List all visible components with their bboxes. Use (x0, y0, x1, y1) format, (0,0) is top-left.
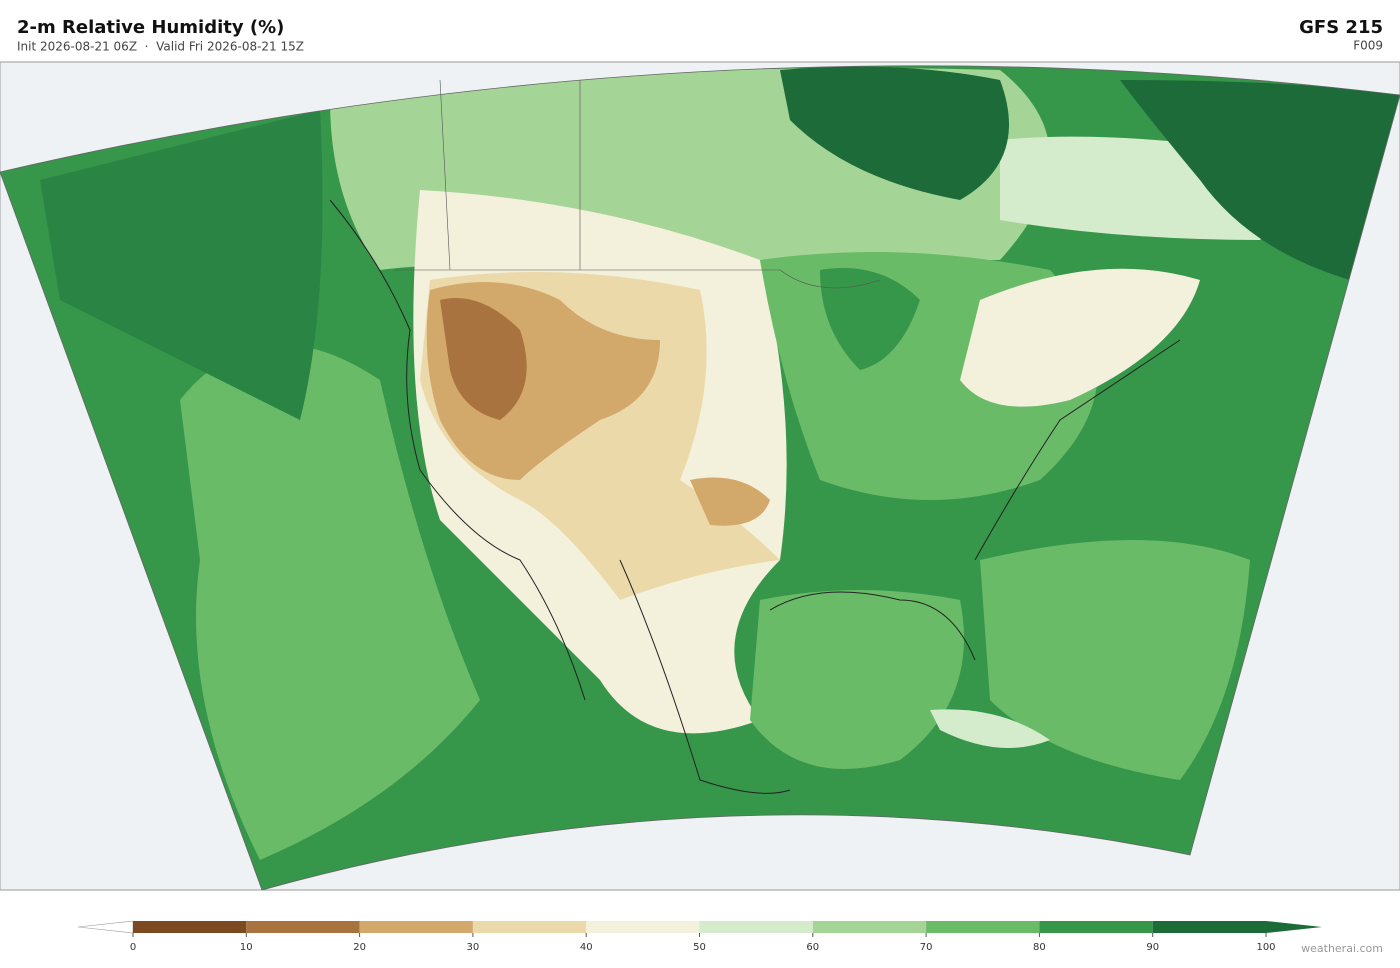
colorbar-under (77, 920, 134, 934)
subtitle: Init 2026-08-21 06Z · Valid Fri 2026-08-… (17, 40, 304, 54)
colorbar-tick-label: 10 (240, 942, 253, 953)
colorbar-segment (812, 921, 927, 933)
colorbar-tick-label: 100 (1256, 942, 1275, 953)
colorbar-tick-label: 60 (806, 942, 819, 953)
colorbar-tick-label: 70 (920, 942, 933, 953)
colorbar-tick-label: 90 (1146, 942, 1159, 953)
colorbar-tick-label: 0 (130, 942, 136, 953)
credit: weatherai.com (1301, 942, 1383, 955)
colorbar-segment (472, 921, 587, 933)
colorbar-segment (586, 921, 700, 933)
colorbar-tick-label: 80 (1033, 942, 1046, 953)
colorbar-tick-label: 40 (580, 942, 593, 953)
colorbar-over (1266, 921, 1322, 933)
coastlines (329, 199, 1181, 794)
colorbar-segment (699, 921, 813, 933)
forecast-hour: F009 (1353, 39, 1383, 53)
colorbar: 0 10 20 30 40 50 60 70 80 90 100 (77, 920, 1322, 953)
colorbar-segment (1152, 921, 1266, 933)
colorbar-segment (133, 921, 247, 933)
colorbar-tick-label: 30 (467, 942, 480, 953)
humidity-field (0, 65, 1400, 890)
model: GFS 215 (1299, 17, 1383, 38)
title: 2-m Relative Humidity (%) (17, 17, 284, 38)
borders (395, 79, 881, 289)
colorbar-tick-label: 50 (693, 942, 706, 953)
colorbar-segment (246, 921, 360, 933)
colorbar-segment (926, 921, 1040, 933)
colorbar-segment (359, 921, 473, 933)
colorbar-segment (1039, 921, 1153, 933)
colorbar-tick-label: 20 (353, 942, 366, 953)
domain-outline (0, 65, 1400, 891)
map (0, 61, 1400, 891)
